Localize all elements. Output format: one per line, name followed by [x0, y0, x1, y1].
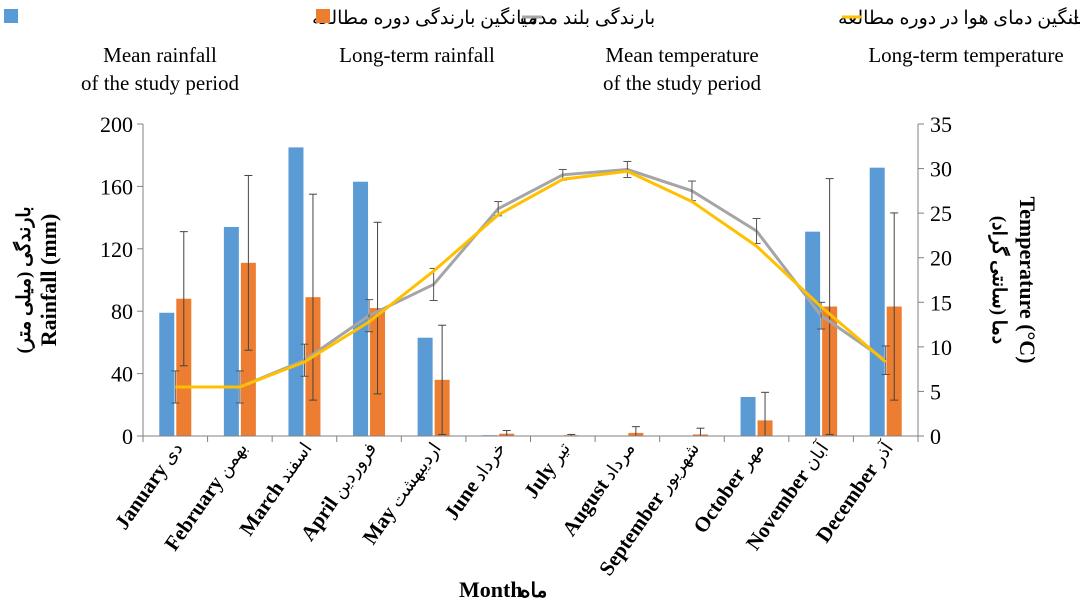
bar-study-rainfall: [740, 397, 756, 436]
y-right-tick-label: 15: [930, 290, 952, 315]
x-tick-label: July تیر: [519, 437, 575, 503]
y-left-tick-label: 200: [100, 112, 133, 137]
month-name-fa: شهریور: [652, 439, 704, 501]
legend-label-en: Long-term rainfall: [339, 43, 495, 67]
month-name-fa: مرداد: [596, 439, 639, 488]
y-right-tick-label: 20: [930, 246, 952, 271]
bar-longterm-rainfall: [176, 298, 192, 436]
y-left-label-fa: بارندگی (میلی متر): [12, 207, 35, 354]
month-name-en: September: [594, 487, 669, 580]
y-left-tick-label: 120: [100, 237, 133, 262]
bar-study-rainfall: [223, 226, 239, 436]
month-name-en: December: [811, 459, 883, 547]
y-left-tick-label: 40: [111, 362, 133, 387]
x-tick-label-july: July تیر: [519, 437, 575, 503]
legend-swatch: [4, 9, 18, 23]
y-right-tick-label: 35: [930, 112, 952, 137]
legend-label-en: Mean temperature: [605, 43, 758, 67]
y-right-label-fa: دما (سانتی گراد): [988, 216, 1011, 344]
y-right-label-en: Temperature (°C): [1015, 196, 1040, 363]
bar-study-rainfall: [288, 147, 304, 436]
y-left-tick-label: 160: [100, 174, 133, 199]
legend-label-fa: میانگین دمای هوا در دوره مطالعه: [838, 6, 1080, 29]
month-name-fa: اسفند: [271, 439, 315, 490]
y-right-tick-label: 5: [930, 379, 941, 404]
bar-study-rainfall: [805, 231, 821, 436]
legend-label-fa: بارندگی بلند مدت: [520, 6, 655, 29]
month-name-fa: بهمن: [211, 439, 252, 485]
month-name-fa: فروردین: [325, 439, 381, 506]
bar-study-rainfall: [869, 167, 885, 436]
x-tick-label: June خرداد: [439, 437, 510, 524]
x-tick-label-june: June خرداد: [439, 437, 510, 525]
bar-study-rainfall: [417, 337, 433, 436]
y-right-tick-label: 10: [930, 335, 952, 360]
legend-swatch: [316, 9, 330, 23]
y-left-tick-label: 0: [122, 424, 133, 449]
y-left-tick-label: 80: [111, 299, 133, 324]
month-name-en: August: [557, 474, 613, 540]
line-study-temperature: [175, 167, 887, 389]
month-name-en: October: [688, 464, 750, 538]
x-axis-label-en: Month: [459, 577, 523, 602]
legend-label-en: Mean rainfall: [103, 43, 217, 67]
legend-label-en: Long-term temperature: [868, 43, 1063, 67]
y-left-label-en: Rainfall (mm): [36, 214, 61, 347]
bar-study-rainfall: [353, 181, 369, 436]
legend-label-en: of the study period: [81, 71, 240, 95]
month-name-en: January: [110, 458, 173, 533]
month-name-en: February: [159, 471, 228, 555]
month-name-fa: اردیبهشت: [383, 439, 445, 516]
legend-label-fa: میانگین بارندگی دوره مطالعه: [312, 6, 538, 29]
y-right-tick-label: 25: [930, 201, 952, 226]
y-right-tick-label: 30: [930, 157, 952, 182]
y-right-tick-label: 0: [930, 424, 941, 449]
plot-area: [159, 147, 902, 437]
month-name-en: November: [741, 464, 814, 554]
legend: میانگین بارندگی دوره مطالعه Mean rainfall…: [4, 6, 1080, 95]
x-axis-label-fa: ماه: [520, 580, 547, 602]
legend-label-en: of the study period: [603, 71, 762, 95]
legend-label-fa: دما هوای بلند مدت: [1068, 8, 1080, 29]
line-longterm-temperature: [175, 169, 887, 389]
month-name-fa: خرداد: [466, 439, 510, 489]
bar-study-rainfall: [159, 312, 175, 436]
